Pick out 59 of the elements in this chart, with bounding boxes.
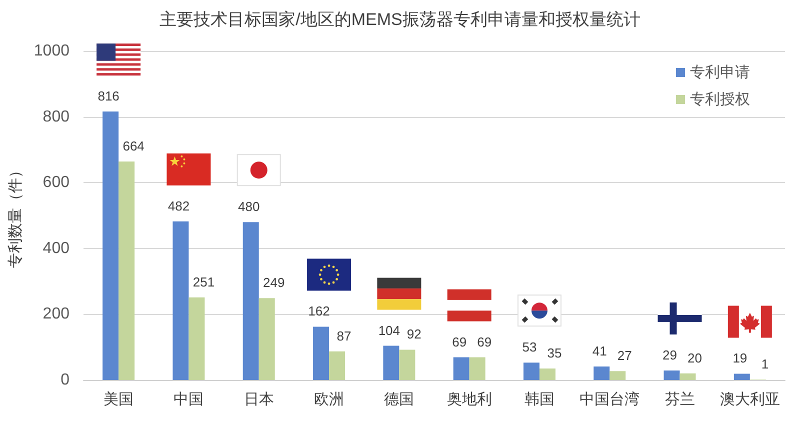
data-label: 29 [662, 347, 678, 362]
x-tick-label: 奥地利 [446, 391, 492, 408]
bar [188, 297, 205, 380]
bar [469, 357, 486, 380]
data-label: 41 [592, 344, 607, 359]
bar [118, 162, 135, 380]
x-tick-label: 中国 [174, 391, 204, 408]
bar [539, 368, 556, 380]
bar [610, 371, 626, 380]
data-label: 251 [192, 274, 215, 290]
data-label: 482 [168, 198, 190, 214]
x-tick-label: 欧洲 [314, 391, 344, 408]
data-label: 69 [452, 334, 467, 350]
y-tick-label: 1000 [34, 42, 70, 60]
bar [734, 374, 750, 380]
bar [523, 362, 540, 380]
data-label: 19 [732, 350, 748, 366]
data-label: 69 [477, 334, 492, 350]
bar [680, 373, 696, 380]
data-label: 53 [522, 340, 537, 355]
x-tick-label: 芬兰 [664, 391, 695, 408]
data-label: 480 [238, 199, 260, 214]
y-tick-label: 0 [60, 372, 70, 388]
legend-label: 专利申请 [690, 64, 750, 81]
bar [329, 351, 346, 380]
y-tick-label: 400 [42, 240, 70, 257]
data-label: 816 [98, 88, 120, 104]
bar [383, 346, 400, 380]
bar [664, 370, 680, 380]
data-label: 35 [547, 345, 562, 360]
y-tick-label: 200 [42, 306, 70, 323]
bar [172, 221, 189, 380]
data-label: 87 [336, 328, 352, 344]
bar [594, 366, 610, 380]
x-tick-label: 美国 [104, 391, 134, 408]
bar [313, 326, 330, 380]
x-tick-label: 韩国 [524, 391, 554, 408]
data-label: 664 [122, 138, 144, 154]
y-axis-title: 专利数量（件） [7, 163, 24, 268]
legend-label: 专利授权 [690, 91, 750, 108]
data-label: 20 [688, 350, 702, 366]
bar [453, 357, 470, 380]
bar [258, 298, 275, 380]
y-tick-label: 600 [42, 174, 70, 192]
x-tick-label: 日本 [244, 391, 274, 408]
data-label: 249 [263, 275, 285, 290]
bar [242, 222, 259, 380]
data-label: 27 [617, 348, 632, 364]
data-label: 92 [406, 326, 422, 342]
bar [399, 350, 416, 380]
bar [102, 112, 119, 380]
x-tick-label: 澳大利亚 [720, 391, 780, 408]
chart-title: 主要技术目标国家/地区的MEMS振荡器专利申请量和授权量统计 [160, 10, 640, 29]
data-label: 1 [761, 356, 769, 372]
y-tick-label: 800 [42, 108, 70, 126]
x-tick-label: 德国 [384, 391, 414, 408]
data-label: 162 [308, 304, 330, 319]
x-tick-label: 中国台湾 [580, 391, 640, 408]
data-label: 104 [378, 322, 400, 338]
